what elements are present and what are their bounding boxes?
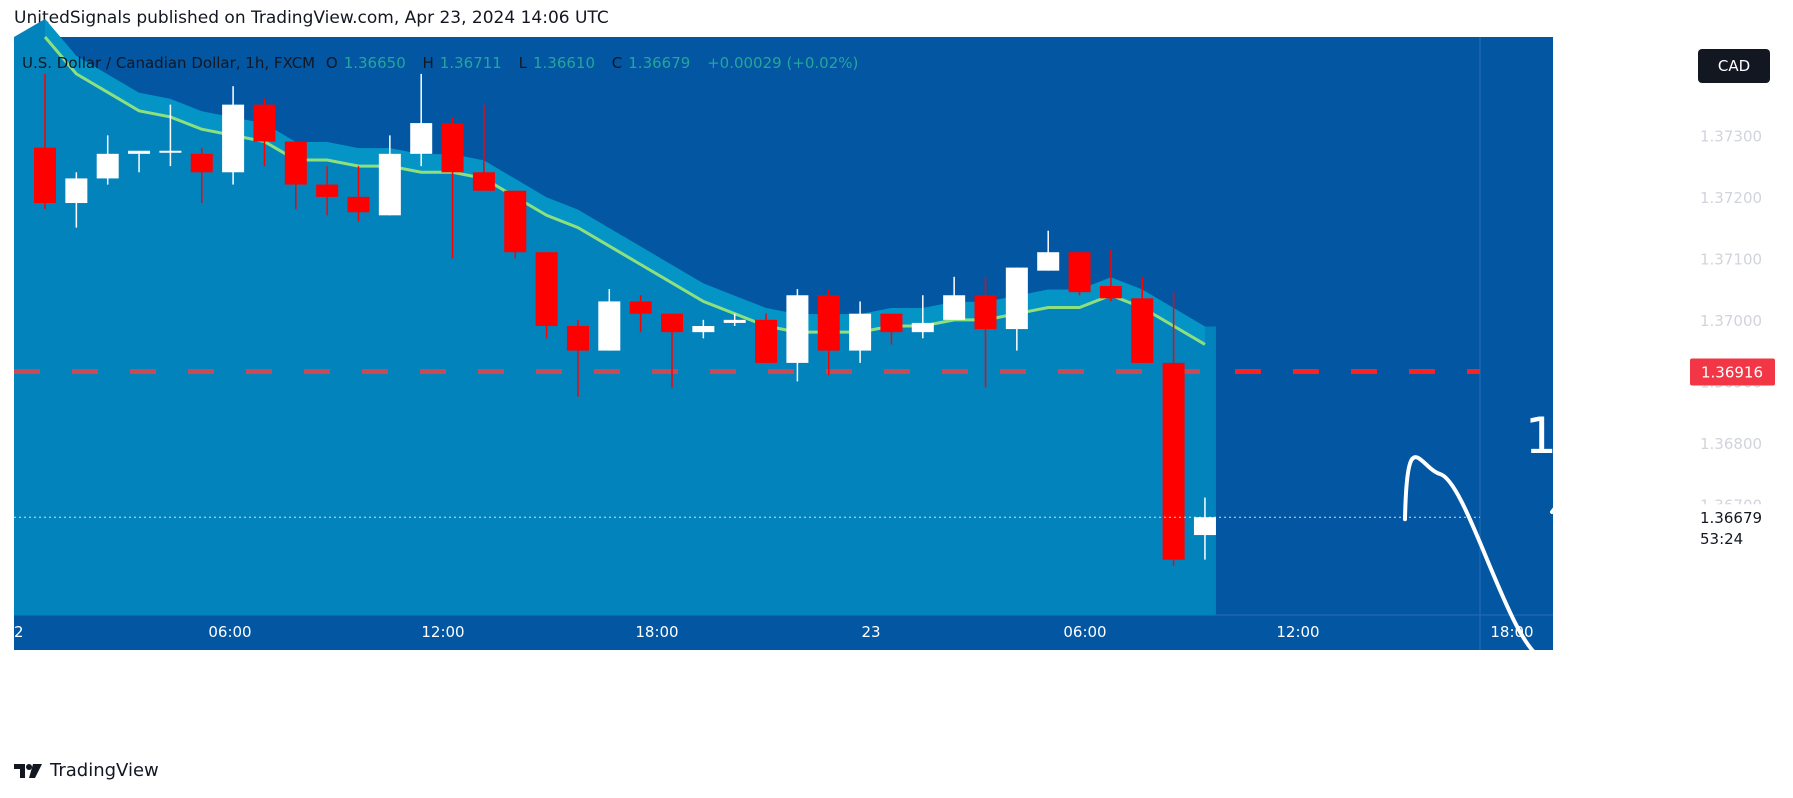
candle-bull — [723, 319, 746, 323]
candle-bear — [316, 184, 339, 197]
tradingview-brand: TradingView — [50, 760, 159, 781]
candle-bear — [472, 172, 495, 191]
candle-bear — [1099, 286, 1122, 299]
symbol-title[interactable]: U.S. Dollar / Canadian Dollar, 1h, FXCM — [22, 54, 316, 72]
x-tick-label: 18:00 — [1490, 623, 1533, 641]
y-tick-label: 1.37200 — [1700, 189, 1762, 207]
candle-bull — [1193, 517, 1216, 536]
candle-bear — [190, 153, 213, 173]
candle-bull — [598, 301, 621, 351]
candle-bull — [410, 123, 433, 154]
projection-arrow-icon — [1550, 472, 1616, 514]
level-price-badge — [1690, 358, 1775, 386]
candle-bear — [34, 147, 56, 204]
countdown-label: 53:24 — [1700, 530, 1743, 548]
y-tick-label: 1.36800 — [1700, 435, 1762, 453]
close-value: 1.36679 — [628, 54, 691, 72]
y-tick-label: 1.37300 — [1700, 127, 1762, 145]
candle-bull — [943, 295, 966, 320]
low-label: L — [518, 54, 527, 72]
candle-bull — [692, 326, 715, 333]
close-label: C — [611, 54, 623, 72]
high-value: 1.36711 — [439, 54, 502, 72]
x-tick-label: 2 — [14, 623, 24, 641]
candle-bull — [65, 178, 88, 204]
candle-bear — [755, 319, 778, 363]
projection-curve — [1403, 455, 1584, 663]
tradingview-logo-icon — [14, 763, 42, 778]
x-tick-label: 23 — [861, 623, 880, 641]
candle-bull — [1005, 267, 1028, 330]
candle-bear — [253, 104, 276, 142]
candle-bear — [1068, 252, 1091, 293]
target-annotation: 1.3691 — [1525, 407, 1718, 465]
tradingview-footer[interactable]: TradingView — [14, 760, 159, 781]
candle-bear — [566, 326, 589, 351]
open-value: 1.36650 — [343, 54, 406, 72]
candle-bear — [347, 196, 370, 213]
candle-bear — [661, 313, 683, 333]
x-tick-label: 12:00 — [1276, 623, 1319, 641]
x-tick-label: 18:00 — [635, 623, 678, 641]
low-value: 1.36610 — [532, 54, 595, 72]
candle-bear — [880, 313, 903, 333]
current-price-badge — [1690, 504, 1775, 551]
change-value: +0.00029 (+0.02%) — [707, 54, 859, 72]
candle-bull — [96, 153, 119, 179]
symbol-ohlc-bar: U.S. Dollar / Canadian Dollar, 1h, FXCM … — [22, 54, 864, 72]
candle-bull — [159, 150, 182, 153]
current-price-label: 1.36679 — [1700, 509, 1762, 527]
candle-bull — [786, 295, 809, 363]
candle-bear — [441, 123, 464, 173]
y-tick-label: 1.37000 — [1700, 312, 1762, 330]
price-axis-pane — [1480, 37, 1553, 650]
candle-bull — [1037, 252, 1060, 271]
y-tick-label: 1.37100 — [1700, 250, 1762, 268]
candle-bull — [849, 313, 872, 351]
candle-bear — [504, 190, 527, 253]
publish-line: UnitedSignals published on TradingView.c… — [14, 8, 609, 28]
candle-bull — [911, 322, 934, 333]
candle-bear — [535, 252, 558, 326]
open-label: O — [325, 54, 338, 72]
candle-bear — [1131, 298, 1154, 363]
level-price-label: 1.36916 — [1701, 364, 1763, 382]
candle-bull — [378, 153, 401, 216]
candle-bear — [1162, 362, 1185, 560]
x-tick-label: 06:00 — [1063, 623, 1106, 641]
candle-bear — [629, 301, 652, 314]
candle-bear — [974, 295, 997, 330]
currency-badge[interactable]: CAD — [1698, 49, 1770, 83]
candle-bear — [817, 295, 840, 351]
candle-bull — [222, 104, 245, 173]
x-tick-label: 06:00 — [208, 623, 251, 641]
high-label: H — [422, 54, 434, 72]
candle-bear — [284, 141, 307, 185]
candle-bull — [128, 150, 151, 154]
x-tick-label: 12:00 — [421, 623, 464, 641]
